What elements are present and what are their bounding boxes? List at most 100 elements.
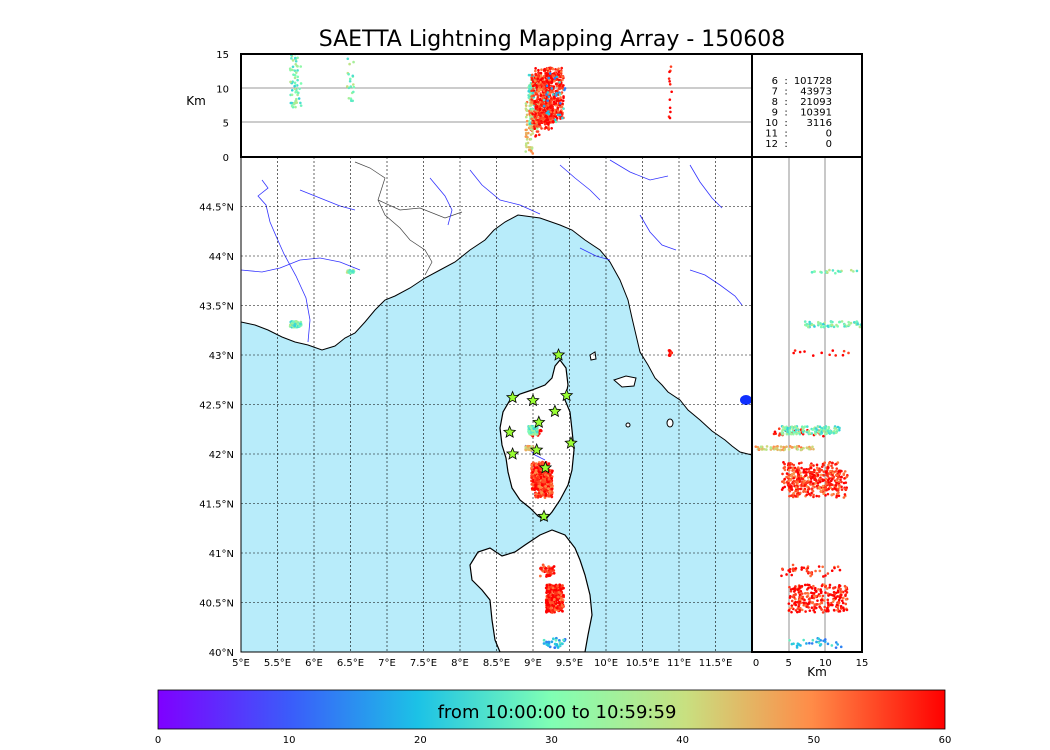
lightning-event-side (794, 600, 797, 604)
lightning-event-side (831, 603, 834, 607)
lightning-event-side (787, 608, 791, 612)
lightning-event-altitude (293, 76, 297, 80)
lightning-event-side (791, 495, 795, 499)
lightning-event-point (539, 491, 543, 495)
lightning-event-side (809, 585, 813, 589)
lightning-event-altitude (535, 127, 539, 130)
lightning-event-altitude (530, 147, 534, 150)
lightning-event-side (816, 599, 819, 602)
lightning-event-side (823, 461, 827, 465)
lightning-event-point (550, 491, 554, 495)
lightning-event-side (814, 594, 817, 598)
lightning-event-point (545, 609, 549, 613)
altitude-tick-label: 10 (216, 84, 229, 95)
lightning-event-side (845, 608, 849, 612)
lightning-event-altitude (539, 125, 542, 129)
lightning-event-side (834, 271, 837, 275)
lightning-event-altitude (541, 101, 545, 104)
lightning-event-side (777, 427, 781, 431)
lightning-event-side (826, 492, 830, 496)
lightning-event-altitude (537, 94, 540, 98)
lightning-event-side (834, 431, 838, 434)
lightning-event-side (783, 468, 787, 472)
lightning-event-altitude (537, 120, 541, 124)
x-tick-label: 6.5°E (337, 658, 364, 669)
lightning-event-side (803, 350, 806, 353)
lightning-event-altitude (538, 105, 541, 108)
lightning-event-side (813, 588, 817, 592)
lightning-event-side (788, 570, 792, 574)
lightning-event-side (795, 646, 799, 649)
lightning-event-point (546, 480, 550, 484)
river (609, 159, 669, 181)
lightning-event-side (833, 425, 837, 428)
lightning-event-point (544, 586, 548, 590)
lightning-event-side (806, 476, 810, 479)
lightning-event-side (759, 445, 763, 449)
lightning-event-side (834, 463, 837, 466)
lightning-event-side (806, 488, 810, 492)
lightning-event-altitude (524, 107, 528, 111)
lightning-event-side (814, 432, 817, 436)
lightning-event-altitude (558, 113, 562, 117)
lightning-event-side (822, 583, 826, 587)
lightning-event-altitude (546, 67, 549, 71)
lightning-event-altitude (550, 87, 554, 90)
lightning-event-side (756, 445, 760, 449)
lightning-event-side (826, 271, 829, 274)
lightning-event-side (811, 471, 814, 474)
lightning-event-side (808, 432, 812, 435)
lightning-event-altitude (347, 96, 351, 100)
lightning-event-side (788, 585, 791, 589)
lightning-event-altitude (540, 68, 543, 71)
count-separator: : (784, 76, 787, 87)
lightning-event-point (560, 603, 564, 607)
lightning-event-side (789, 478, 792, 482)
lightning-event-altitude (557, 78, 561, 82)
lightning-event-side (763, 447, 766, 451)
lightning-event-point (555, 606, 559, 610)
lightning-event-side (811, 638, 815, 642)
lightning-event-side (840, 488, 844, 491)
lightning-event-altitude (547, 127, 550, 130)
lightning-event-altitude (292, 73, 295, 76)
lightning-event-altitude (539, 78, 543, 82)
lightning-event-altitude (536, 77, 540, 80)
lightning-event-side (800, 448, 803, 451)
lightning-event-side (790, 494, 793, 497)
lightning-event-side (788, 567, 792, 571)
side-axis-label: Km (807, 665, 827, 679)
lightning-event-point (560, 642, 564, 646)
lightning-event-side (781, 429, 784, 432)
lightning-event-point (529, 426, 533, 430)
lightning-event-side (835, 323, 838, 327)
elba-island (613, 375, 637, 388)
lightning-event-altitude (535, 110, 538, 113)
lightning-event-altitude (294, 105, 297, 109)
lightning-event-side (789, 474, 793, 478)
lightning-event-side (771, 447, 775, 450)
lightning-event-point (543, 477, 547, 481)
lightning-event-altitude (527, 131, 530, 135)
lightning-event-side (830, 464, 833, 468)
lightning-event-point (547, 603, 551, 607)
lightning-event-point (550, 487, 554, 491)
lightning-event-point (551, 469, 554, 473)
lightning-event-side (796, 642, 800, 645)
lightning-event-side (818, 425, 822, 429)
station-star-icon (505, 446, 520, 460)
lightning-event-side (754, 445, 758, 448)
lightning-event-side (827, 466, 830, 469)
count-value: 101728 (794, 76, 832, 87)
lightning-event-altitude (291, 59, 295, 62)
station-star-icon (548, 404, 562, 418)
lightning-event-altitude (534, 117, 538, 120)
lightning-event-side (785, 573, 788, 576)
lightning-event-altitude (531, 112, 534, 116)
lightning-event-point (534, 468, 538, 472)
lightning-event-altitude (559, 96, 562, 99)
lightning-event-side (780, 431, 784, 434)
lightning-event-point (535, 426, 538, 430)
lightning-event-altitude (299, 104, 303, 107)
lightning-event-side (826, 429, 830, 433)
